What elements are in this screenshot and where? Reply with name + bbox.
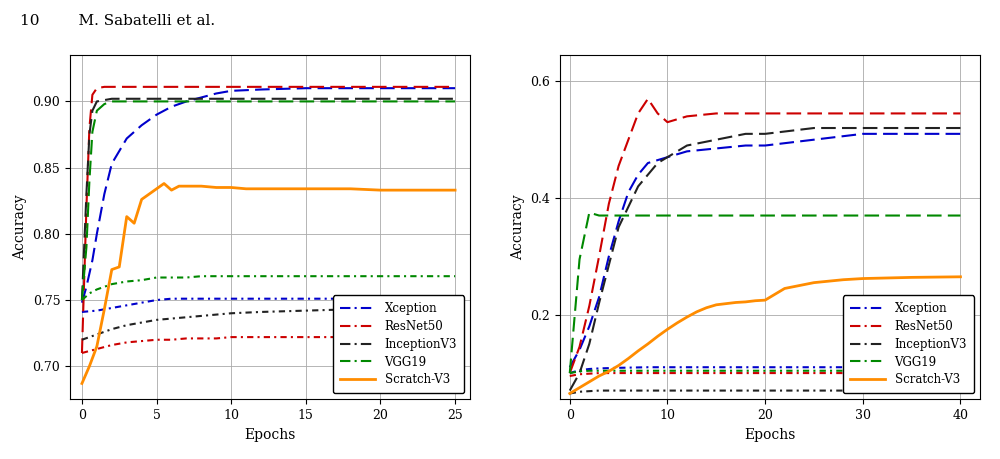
X-axis label: Epochs: Epochs [244,428,296,442]
Y-axis label: Accuracy: Accuracy [13,195,27,260]
Legend: Xception, ResNet50, InceptionV3, VGG19, Scratch-V3: Xception, ResNet50, InceptionV3, VGG19, … [843,296,974,393]
Text: 10        M. Sabatelli et al.: 10 M. Sabatelli et al. [20,14,215,28]
Legend: Xception, ResNet50, InceptionV3, VGG19, Scratch-V3: Xception, ResNet50, InceptionV3, VGG19, … [333,296,464,393]
X-axis label: Epochs: Epochs [744,428,796,442]
Y-axis label: Accuracy: Accuracy [511,195,525,260]
